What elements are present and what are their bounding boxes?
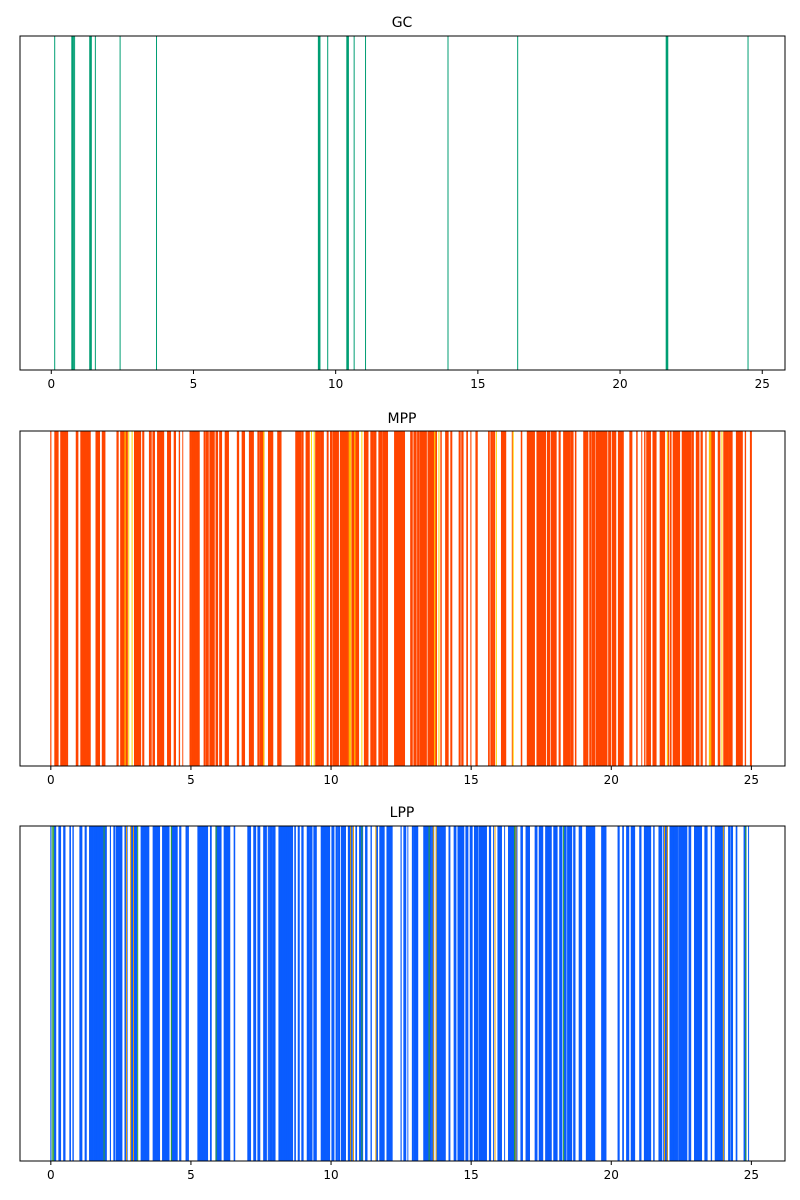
event-marks-lpp xyxy=(50,826,750,1161)
tick-label: 0 xyxy=(47,1168,55,1182)
tick-label: 15 xyxy=(464,1168,479,1182)
tick-label: 0 xyxy=(47,773,55,787)
x-axis-gc: 0 5 10 15 20 25 xyxy=(47,370,770,391)
tick-label: 15 xyxy=(470,377,485,391)
tick-label: 25 xyxy=(744,1168,759,1182)
x-axis-lpp: 0 5 10 15 20 25 xyxy=(47,1161,759,1182)
tick-label: 5 xyxy=(187,1168,195,1182)
tick-label: 0 xyxy=(47,377,55,391)
plot-frame-lpp xyxy=(19,825,786,1162)
panel-lpp: LPP 0 5 10 15 20 25 xyxy=(19,805,786,1182)
tick-label: 20 xyxy=(612,377,627,391)
panel-mpp: MPP 0 5 10 15 20 25 xyxy=(19,411,786,787)
tick-label: 20 xyxy=(604,1168,619,1182)
chart-title-lpp: LPP xyxy=(390,805,415,821)
plot-frame-gc xyxy=(19,35,786,371)
chart-title-gc: GC xyxy=(392,15,413,31)
tick-label: 25 xyxy=(744,773,759,787)
chart-title-mpp: MPP xyxy=(388,411,417,427)
x-axis-mpp: 0 5 10 15 20 25 xyxy=(47,766,759,787)
tick-label: 10 xyxy=(323,773,338,787)
tick-label: 15 xyxy=(464,773,479,787)
tick-label: 25 xyxy=(755,377,770,391)
tick-label: 10 xyxy=(323,1168,338,1182)
event-marks-mpp xyxy=(50,431,752,766)
plot-frame-mpp xyxy=(19,430,786,767)
tick-label: 5 xyxy=(190,377,198,391)
panel-gc: GC 0 5 10 15 20 25 xyxy=(19,15,786,391)
event-marks-gc xyxy=(54,36,749,370)
tick-label: 10 xyxy=(328,377,343,391)
tick-label: 5 xyxy=(187,773,195,787)
tick-label: 20 xyxy=(604,773,619,787)
